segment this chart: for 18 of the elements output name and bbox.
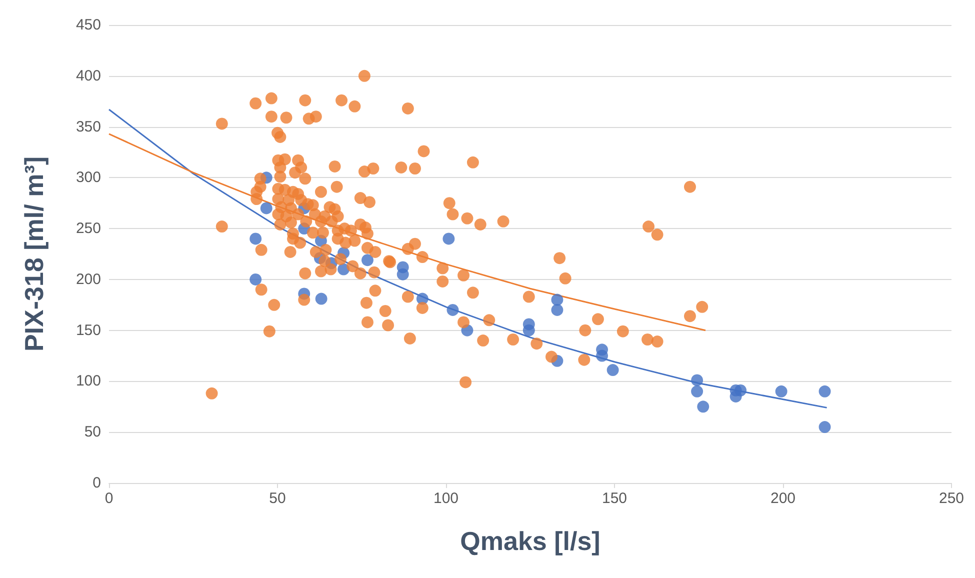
y-tick-label: 450 xyxy=(76,16,101,34)
x-axis-title: Qmaks [l/s] xyxy=(460,526,600,556)
y-tick-label: 300 xyxy=(76,169,101,186)
y-tick-label: 100 xyxy=(76,372,101,390)
x-tick-label: 0 xyxy=(104,490,114,507)
y-tick-label: 250 xyxy=(76,220,101,238)
x-tick-label: 150 xyxy=(602,490,628,507)
y-tick-label: 150 xyxy=(76,322,101,339)
y-tick-label: 200 xyxy=(76,270,101,288)
x-tick-label: 250 xyxy=(938,490,964,507)
y-tick-label: 400 xyxy=(76,67,101,84)
x-tick-label: 100 xyxy=(433,490,459,507)
y-axis-title: PIX-318 [ml/ m³] xyxy=(19,156,49,352)
y-tick-label: 50 xyxy=(84,424,101,441)
y-tick-label: 0 xyxy=(92,474,101,492)
x-tick-label: 50 xyxy=(269,490,286,507)
x-tick-label: 200 xyxy=(770,490,796,507)
y-tick-label: 350 xyxy=(76,118,101,136)
